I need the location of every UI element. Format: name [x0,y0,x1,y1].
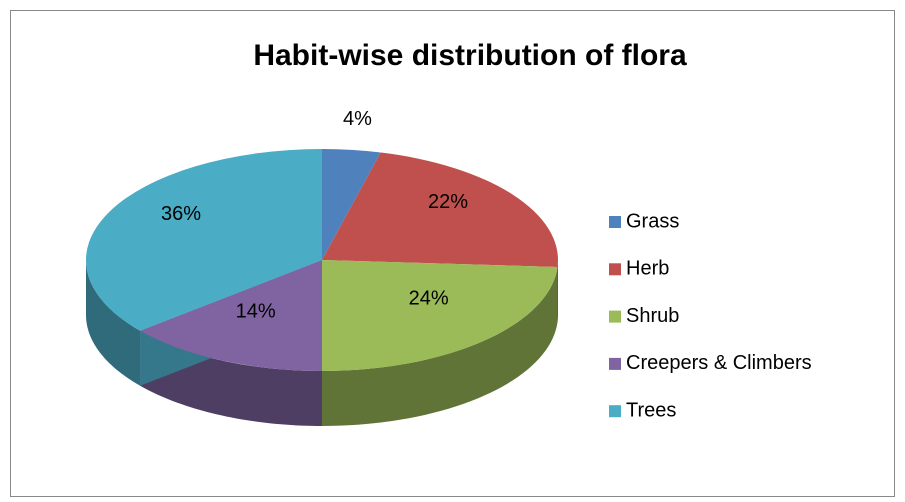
legend-label: Creepers & Climbers [626,352,812,374]
legend-swatch [609,358,621,370]
data-label: 22% [428,191,468,213]
legend-label: Shrub [626,305,679,327]
data-label: 24% [409,288,449,310]
legend-swatch [609,216,621,228]
legend-label: Trees [626,399,676,421]
legend-label: Herb [626,258,669,280]
legend-label: Grass [626,210,679,232]
data-label: 14% [236,301,276,323]
data-label: 36% [161,203,201,225]
legend-swatch [609,263,621,275]
legend-swatch [609,311,621,323]
chart-title: Habit-wise distribution of flora [253,39,687,72]
legend-swatch [609,405,621,417]
data-label: 4% [343,108,372,130]
